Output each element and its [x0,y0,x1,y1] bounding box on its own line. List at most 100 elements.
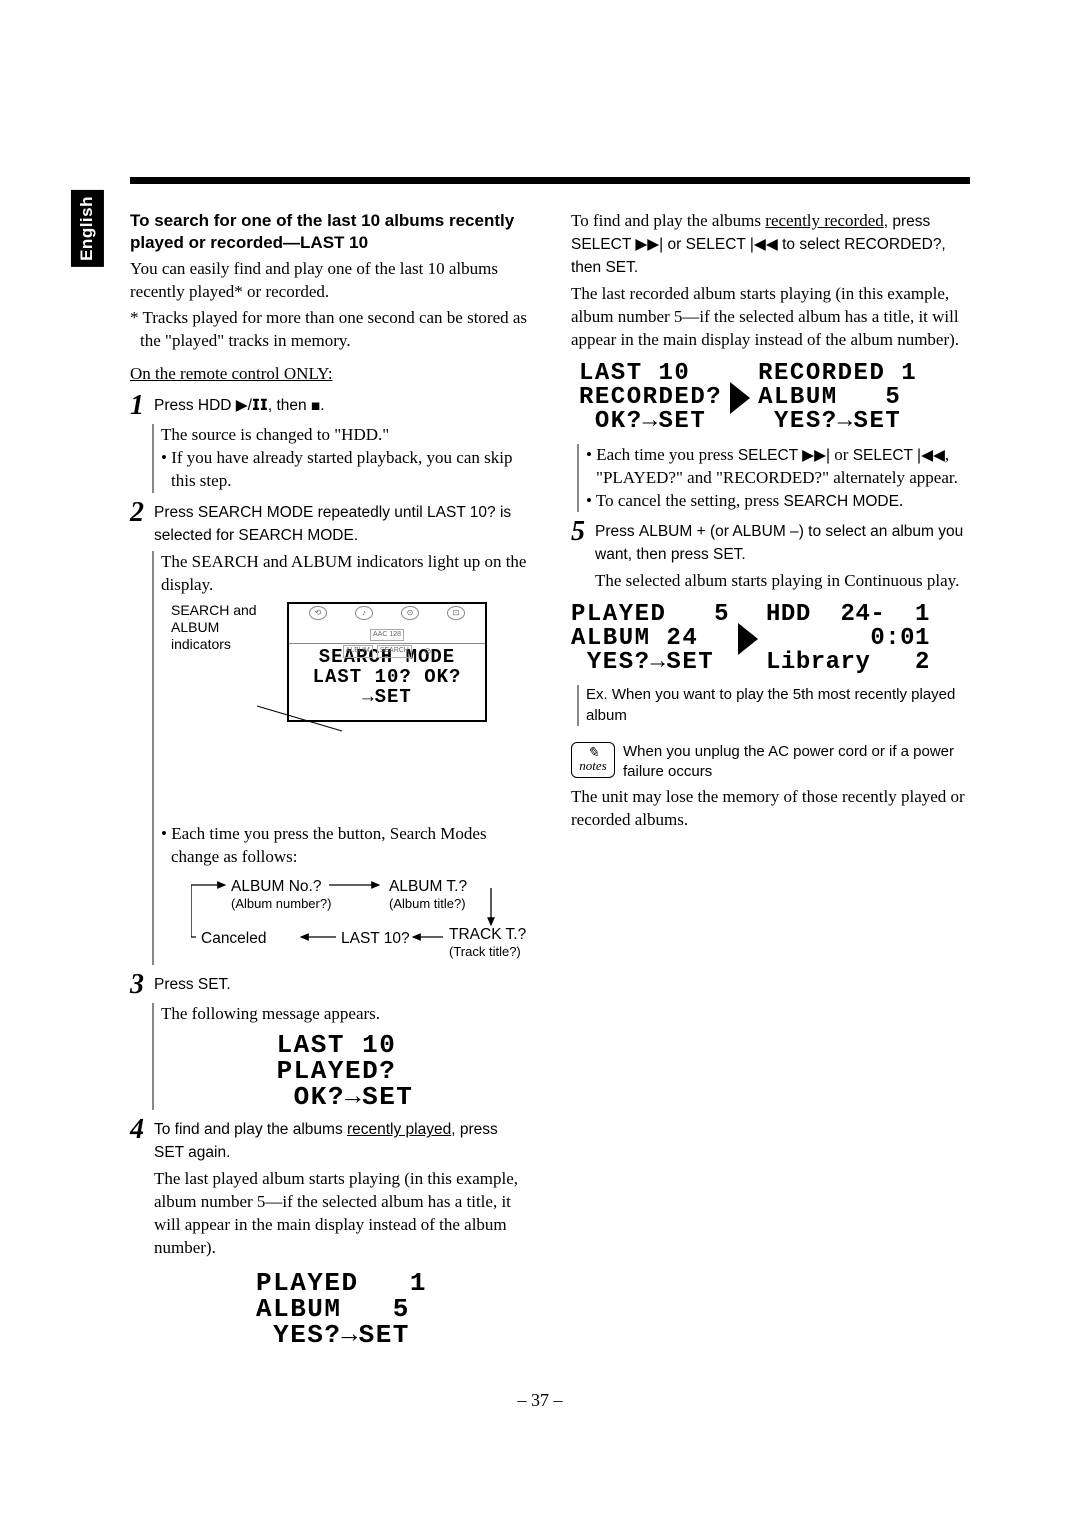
step-number: 1 [130,392,154,420]
step3-line1: The following message appears. [161,1003,529,1026]
lcd-line: YES?→SET [256,1320,427,1350]
step-number: 4 [130,1116,154,1144]
arrow-right-icon [738,623,758,655]
step2-detail: The SEARCH and ALBUM indicators light up… [152,551,529,966]
played-lcd-left: PLAYED 5 ALBUM 24 YES?→SET [571,603,730,675]
notes-label: notes [579,759,606,772]
step3-lcd: LAST 10 PLAYED? OK?→SET [235,1032,455,1110]
lcd-line: PLAYED 5 [571,601,730,628]
step1-press: Press [154,397,194,414]
rb1a: Each time you press [596,445,738,464]
step3-set: SET [198,976,226,993]
played-lcd-row: PLAYED 5 ALBUM 24 YES?→SET HDD 24- 1 0:0… [571,603,970,675]
indicator-diagram: SEARCH and ALBUM indicators ⟲ ♪ ⊙ ⊡ AAC … [171,602,529,722]
panel-icon: ⊡ [447,606,465,620]
arrow-right-icon [730,382,750,414]
flow-track-t-sub: (Track title?) [449,943,521,961]
step5-set: SET [713,546,741,563]
search-label: SEARCH [377,645,412,657]
step-4: 4 To find and play the albums recently p… [130,1118,529,1164]
step-2: 2 Press SEARCH MODE repeatedly until LAS… [130,501,529,547]
step5-detail: The selected album starts playing in Con… [595,570,970,593]
step4-lead-a: To find and play the albums [154,1121,343,1138]
aac-label: AAC 128 [370,629,404,640]
panel-icon: ⊙ [401,606,419,620]
step4-lcd: PLAYED 1 ALBUM 5 YES?→SET [222,1270,462,1348]
panel-icon: ⟲ [309,606,327,620]
notes-body: The unit may lose the memory of those re… [571,786,970,832]
right-bullet-1: Each time you press SELECT ▶▶| or SELECT… [596,444,970,490]
notes-lead: When you unplug the AC power cord or if … [623,742,970,783]
lcd-line: YES?→SET [571,649,730,676]
step4-line1: The last played album starts playing (in… [154,1168,529,1260]
step-number: 2 [130,499,154,527]
step5-album-plus: ALBUM + [639,523,706,540]
played-lcd-right: HDD 24- 1 0:01 Library 2 [766,603,930,675]
step5-example: Ex. When you want to play the 5th most r… [577,685,970,726]
lcd-line: 0:01 [766,625,930,652]
step-1: 1 Press HDD ▶/𝗜𝗜, then ■. [130,394,529,420]
stop-icon: ■ [311,397,320,418]
step3-press: Press [154,976,194,993]
step1-hdd-play: HDD ▶/𝗜𝗜 [198,397,268,414]
step4-recently-played: recently played [347,1121,451,1138]
flow-album-t-sub: (Album title?) [389,895,466,913]
rb2c: . [899,491,903,510]
rb1d: SELECT |◀◀ [853,447,945,464]
step5-period: . [741,546,745,563]
left-column: To search for one of the last 10 albums … [130,210,529,1354]
rb2a: To cancel the setting, press [596,491,784,510]
right-intro-a: To find and play the albums [571,211,761,230]
lcd-line: ALBUM 24 [571,625,730,652]
right-intro-recorded: recently recorded [765,211,883,230]
right-bullets: Each time you press SELECT ▶▶| or SELECT… [577,444,970,513]
lcd-line: RECORDED? [579,384,722,411]
right-line1: The last recorded album starts playing (… [571,283,970,352]
top-rule [130,177,970,184]
flow-album-no-sub: (Album number?) [231,895,331,913]
intro-footnote: * Tracks played for more than one second… [140,307,529,353]
lcd-line: OK?→SET [277,1082,414,1112]
lcd-line: HDD 24- 1 [766,601,930,628]
panel-icon: ♪ [355,606,373,620]
recorded-lcd-left: LAST 10 RECORDED? OK?→SET [579,362,722,434]
step-number: 5 [571,518,595,546]
album-label: ALBUM [343,645,373,657]
right-bullet-2: To cancel the setting, press SEARCH MODE… [596,490,970,513]
step3-period: . [226,976,230,993]
panel-lcd-line2: LAST 10? [313,666,425,688]
notes-block: ✎ notes When you unplug the AC power cor… [571,742,970,783]
step5-ex: Ex. When you want to play the 5th most r… [586,685,970,726]
step5-or: (or [706,523,733,540]
remote-only-label: On the remote control ONLY: [130,363,529,386]
rb2b: SEARCH MODE [784,493,899,510]
step1-then: , then [268,397,307,414]
step-5: 5 Press ALBUM + (or ALBUM –) to select a… [571,520,970,566]
step4-detail: The last played album starts playing (in… [154,1168,529,1348]
step5-line1: The selected album starts playing in Con… [595,570,970,593]
step3-detail: The following message appears. LAST 10 P… [152,1003,529,1110]
step1-period: . [320,397,324,414]
step2-searchmode: SEARCH MODE [198,504,313,521]
lcd-line: ALBUM 5 [758,384,917,411]
right-column: To find and play the albums recently rec… [571,210,970,1354]
rb1c: or [830,445,853,464]
step1-line1: The source is changed to "HDD." [161,424,529,447]
footnote-text: Tracks played for more than one second c… [140,308,527,350]
lcd-line: OK?→SET [579,408,722,435]
page-number: – 37 – [0,1388,1080,1412]
step5-press: Press [595,523,635,540]
notes-icon: ✎ notes [571,742,615,778]
step2-line1: The SEARCH and ALBUM indicators light up… [161,551,529,597]
step2-press: Press [154,504,194,521]
lcd-line: YES?→SET [758,408,917,435]
step-number: 3 [130,971,154,999]
panel-clock-icon: ⊘ [424,645,432,657]
language-tab: English [71,190,104,267]
recorded-lcd-right: RECORDED 1 ALBUM 5 YES?→SET [758,362,917,434]
lcd-line: LAST 10 [579,360,722,387]
right-intro: To find and play the albums recently rec… [571,210,970,279]
step2-bullet1: Each time you press the button, Search M… [171,823,529,869]
step1-detail: The source is changed to "HDD." If you h… [152,424,529,493]
lcd-line: RECORDED 1 [758,360,917,387]
